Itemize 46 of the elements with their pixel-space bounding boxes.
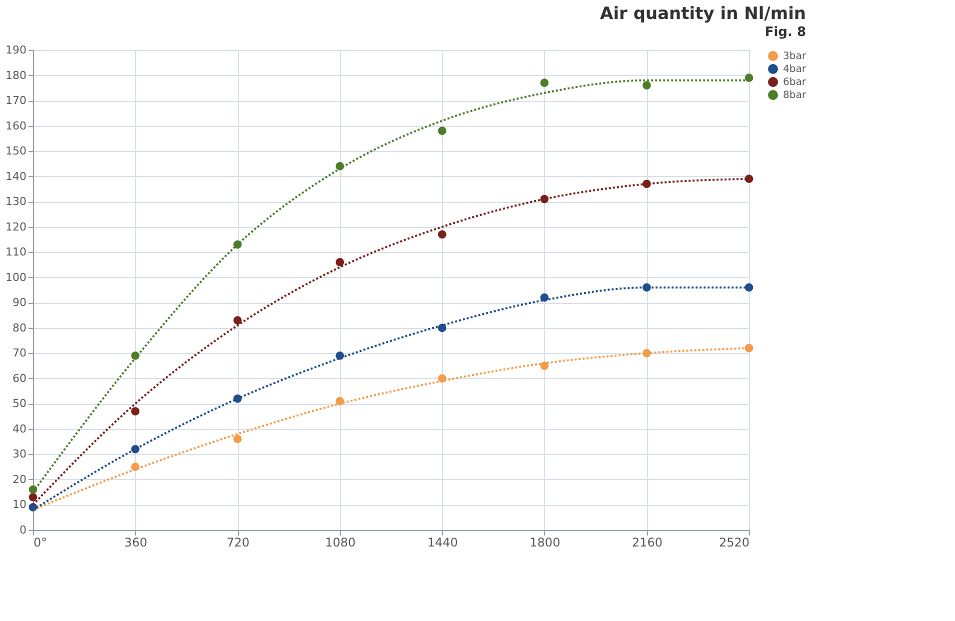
y-tick-label: 60	[12, 372, 26, 385]
y-tick-label: 110	[6, 246, 26, 259]
y-tick-label: 180	[6, 68, 26, 82]
legend-label: 8bar	[783, 90, 807, 101]
x-tick-label: 720	[226, 536, 250, 550]
point	[540, 78, 549, 88]
y-tick-label: 10	[12, 498, 26, 512]
y-tick-label: 190	[6, 44, 26, 56]
point	[131, 407, 140, 416]
y-tick-label: 40	[12, 422, 26, 436]
y-tick-label: 50	[12, 397, 26, 410]
y-tick-label: 130	[6, 195, 26, 208]
y-tick-label: 80	[12, 321, 26, 334]
y-tick-label: 90	[12, 296, 26, 310]
point	[744, 174, 754, 184]
chart-title: Air quantity in Nl/min	[600, 4, 806, 24]
x-tick-label: 2520	[718, 536, 750, 550]
legend-label: 3bar	[783, 51, 807, 62]
point	[233, 434, 242, 444]
point	[233, 316, 242, 324]
legend-label: 4bar	[783, 64, 807, 75]
y-tick-label: 150	[6, 144, 26, 158]
x-tick-label: 360	[124, 536, 148, 550]
point	[438, 230, 446, 239]
point	[438, 126, 446, 136]
y-tick-label: 100	[6, 270, 26, 284]
point	[744, 74, 754, 82]
x-tick-label: 1800	[530, 536, 560, 550]
y-tick-label: 30	[12, 448, 26, 461]
x-tick-label: 0°	[34, 536, 48, 550]
y-tick-label: 170	[6, 94, 26, 108]
point	[28, 492, 38, 502]
legend-label: 6bar	[783, 77, 807, 88]
y-tick-label: 160	[6, 119, 26, 132]
y-tick-label: 20	[12, 472, 26, 486]
caption: Fig. 8	[764, 25, 806, 40]
y-tick-label: 140	[6, 170, 26, 183]
y-tick-label: 70	[12, 346, 26, 360]
y-tick-label: 120	[6, 220, 26, 234]
x-tick-label: 1080	[325, 536, 356, 550]
x-tick-label: 2160	[632, 536, 662, 550]
point	[744, 283, 754, 292]
point	[642, 81, 651, 90]
point	[336, 258, 344, 266]
y-tick-label: 0	[20, 524, 26, 536]
x-tick-label: 1440	[427, 536, 458, 550]
